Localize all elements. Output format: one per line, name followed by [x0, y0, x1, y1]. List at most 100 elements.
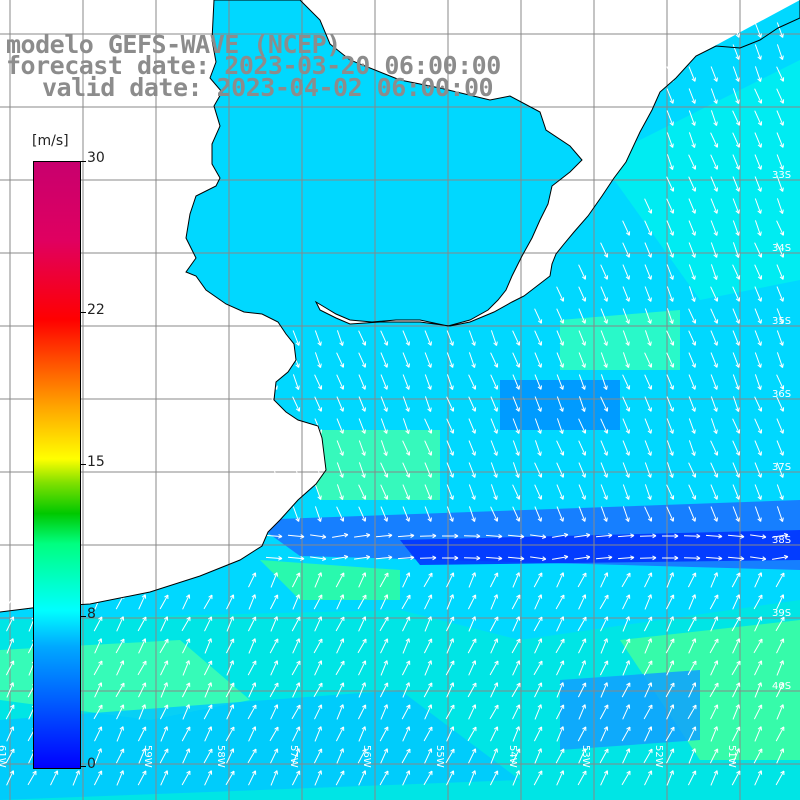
wind-arrow — [683, 533, 701, 539]
wind-arrow — [754, 308, 762, 324]
wind-arrow — [556, 418, 564, 434]
wind-arrow — [599, 704, 609, 720]
wind-arrow — [397, 533, 415, 539]
wind-arrow — [666, 198, 675, 214]
wind-arrow — [710, 330, 718, 346]
wind-arrow — [710, 286, 719, 302]
wind-arrow — [269, 638, 279, 654]
wind-arrow — [314, 374, 323, 390]
wind-arrow — [270, 484, 278, 500]
wind-arrow — [534, 638, 543, 654]
wind-arrow — [600, 374, 608, 390]
wind-arrow — [776, 396, 785, 412]
wind-arrow — [397, 555, 415, 561]
wind-arrow — [639, 555, 657, 561]
wind-arrow — [490, 748, 498, 764]
wind-arrow — [732, 440, 741, 456]
wind-arrow — [204, 682, 212, 698]
latitude-label: 38S — [772, 535, 791, 546]
wind-arrow — [534, 374, 542, 390]
wind-arrow — [644, 726, 653, 742]
wind-arrow — [336, 396, 344, 412]
wind-arrow — [687, 572, 697, 588]
wind-arrow — [380, 462, 389, 478]
wind-arrow — [512, 352, 521, 368]
wind-arrow — [666, 242, 674, 258]
wind-arrow — [732, 682, 741, 698]
wind-arrow — [534, 594, 543, 610]
wind-arrow — [424, 396, 432, 412]
wind-arrow — [595, 555, 613, 560]
wind-arrow — [666, 220, 674, 236]
wind-arrow — [332, 554, 349, 560]
wind-arrow — [269, 682, 279, 698]
wind-arrow — [732, 396, 740, 412]
wind-arrow — [665, 638, 675, 654]
wind-arrow — [600, 682, 608, 698]
wind-arrow — [270, 396, 278, 412]
wind-arrow — [533, 660, 543, 676]
wind-arrow — [665, 726, 675, 742]
wind-arrow — [731, 572, 741, 588]
wind-arrow — [424, 462, 432, 478]
wind-arrow — [578, 638, 587, 654]
wind-arrow — [710, 242, 718, 258]
wind-arrow — [732, 132, 741, 148]
wind-arrow — [732, 242, 740, 258]
wind-arrow — [358, 396, 366, 412]
wind-arrow — [776, 418, 784, 434]
colorbar-tick-label: 15 — [87, 454, 105, 470]
wind-arrow — [225, 682, 235, 698]
wind-arrow — [688, 506, 696, 522]
wind-arrow — [776, 330, 784, 346]
wind-arrow — [446, 396, 455, 412]
wind-arrow — [776, 462, 784, 478]
wind-arrow — [622, 220, 631, 236]
wind-arrow — [336, 374, 345, 390]
wind-arrow — [688, 286, 696, 302]
wind-arrow — [511, 748, 521, 764]
wind-arrow — [159, 748, 169, 764]
wind-arrow — [754, 418, 763, 434]
wind-arrow — [358, 330, 367, 346]
wind-arrow — [534, 704, 542, 720]
wind-arrow — [578, 594, 587, 610]
wind-arrow — [424, 616, 432, 632]
wind-arrow — [270, 330, 278, 346]
wind-arrow — [577, 682, 587, 698]
wind-arrow — [204, 638, 212, 654]
wind-arrow — [534, 418, 542, 434]
wind-arrow — [578, 396, 586, 412]
wind-arrow — [6, 726, 15, 742]
wind-arrow — [666, 506, 675, 522]
wind-arrow — [335, 616, 345, 632]
wind-arrow — [710, 396, 718, 412]
wind-arrow — [643, 704, 653, 720]
wind-arrow — [379, 682, 389, 698]
wind-arrow — [662, 555, 679, 561]
wind-arrow — [534, 308, 543, 324]
wind-arrow — [335, 726, 345, 742]
wind-arrow — [380, 638, 389, 654]
wind-arrow — [732, 506, 740, 522]
wind-arrow — [600, 616, 609, 632]
colorbar-tickmark — [80, 464, 86, 465]
wind-arrow — [533, 616, 543, 632]
wind-arrow — [380, 506, 388, 522]
wind-arrow — [446, 506, 454, 522]
wind-arrow — [291, 616, 301, 632]
wind-arrow — [203, 660, 213, 676]
wind-arrow — [72, 770, 80, 786]
wind-arrow — [622, 484, 630, 500]
wind-arrow — [578, 308, 586, 324]
wind-arrow — [731, 726, 741, 742]
wind-arrow — [468, 330, 476, 346]
wind-arrow — [600, 726, 609, 742]
wind-arrow — [776, 440, 784, 456]
wind-arrow — [600, 242, 609, 258]
wind-arrow — [666, 352, 675, 368]
wind-arrow — [599, 748, 609, 764]
wind-arrow — [710, 154, 719, 170]
wind-arrow — [6, 682, 14, 698]
wind-arrow — [467, 638, 477, 654]
